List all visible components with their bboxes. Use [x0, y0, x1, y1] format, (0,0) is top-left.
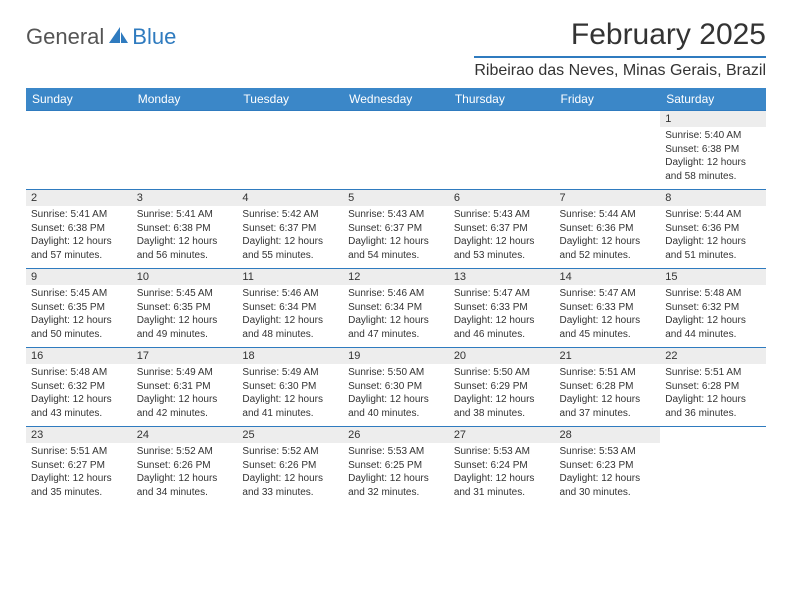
day-content-cell: Sunrise: 5:47 AMSunset: 6:33 PMDaylight:…: [555, 285, 661, 348]
day-number-cell: 17: [132, 348, 238, 364]
day-content-cell: Sunrise: 5:40 AMSunset: 6:38 PMDaylight:…: [660, 127, 766, 190]
day-content-row: Sunrise: 5:45 AMSunset: 6:35 PMDaylight:…: [26, 285, 766, 348]
day-number-cell: 20: [449, 348, 555, 364]
day-content-cell: Sunrise: 5:41 AMSunset: 6:38 PMDaylight:…: [26, 206, 132, 269]
day-content-cell: Sunrise: 5:51 AMSunset: 6:28 PMDaylight:…: [555, 364, 661, 427]
sail-icon: [108, 24, 130, 50]
brand-logo: General Blue: [26, 24, 176, 50]
day-number-row: 1: [26, 111, 766, 127]
header: General Blue February 2025 Ribeirao das …: [26, 18, 766, 80]
day-content-cell: [660, 443, 766, 505]
day-content-cell: Sunrise: 5:47 AMSunset: 6:33 PMDaylight:…: [449, 285, 555, 348]
day-number-row: 2345678: [26, 190, 766, 206]
day-content-cell: Sunrise: 5:52 AMSunset: 6:26 PMDaylight:…: [237, 443, 343, 505]
day-number-cell: 7: [555, 190, 661, 206]
day-number-cell: 4: [237, 190, 343, 206]
day-content-cell: Sunrise: 5:53 AMSunset: 6:23 PMDaylight:…: [555, 443, 661, 505]
day-number-cell: 8: [660, 190, 766, 206]
day-content-cell: Sunrise: 5:53 AMSunset: 6:24 PMDaylight:…: [449, 443, 555, 505]
day-number-cell: 15: [660, 269, 766, 285]
day-number-cell: [343, 111, 449, 127]
day-content-cell: Sunrise: 5:45 AMSunset: 6:35 PMDaylight:…: [132, 285, 238, 348]
day-number-cell: [449, 111, 555, 127]
day-number-cell: [26, 111, 132, 127]
day-content-row: Sunrise: 5:41 AMSunset: 6:38 PMDaylight:…: [26, 206, 766, 269]
day-content-cell: [555, 127, 661, 190]
day-header-cell: Thursday: [449, 88, 555, 111]
location-text: Ribeirao das Neves, Minas Gerais, Brazil: [474, 56, 766, 80]
day-header-cell: Tuesday: [237, 88, 343, 111]
day-number-cell: 12: [343, 269, 449, 285]
day-content-cell: [343, 127, 449, 190]
day-content-cell: Sunrise: 5:43 AMSunset: 6:37 PMDaylight:…: [449, 206, 555, 269]
day-number-cell: [660, 427, 766, 443]
day-number-cell: 22: [660, 348, 766, 364]
day-number-cell: 28: [555, 427, 661, 443]
day-number-cell: 6: [449, 190, 555, 206]
day-number-cell: 19: [343, 348, 449, 364]
day-content-cell: [449, 127, 555, 190]
day-number-cell: 3: [132, 190, 238, 206]
day-number-cell: 5: [343, 190, 449, 206]
day-number-cell: 13: [449, 269, 555, 285]
day-content-cell: Sunrise: 5:51 AMSunset: 6:28 PMDaylight:…: [660, 364, 766, 427]
day-content-cell: Sunrise: 5:53 AMSunset: 6:25 PMDaylight:…: [343, 443, 449, 505]
day-content-cell: Sunrise: 5:49 AMSunset: 6:30 PMDaylight:…: [237, 364, 343, 427]
brand-name-1: General: [26, 24, 104, 50]
day-content-cell: Sunrise: 5:49 AMSunset: 6:31 PMDaylight:…: [132, 364, 238, 427]
day-content-cell: Sunrise: 5:45 AMSunset: 6:35 PMDaylight:…: [26, 285, 132, 348]
day-header-cell: Saturday: [660, 88, 766, 111]
day-number-row: 9101112131415: [26, 269, 766, 285]
day-content-row: Sunrise: 5:40 AMSunset: 6:38 PMDaylight:…: [26, 127, 766, 190]
day-number-cell: 16: [26, 348, 132, 364]
day-number-cell: 24: [132, 427, 238, 443]
day-content-cell: Sunrise: 5:42 AMSunset: 6:37 PMDaylight:…: [237, 206, 343, 269]
day-content-cell: Sunrise: 5:51 AMSunset: 6:27 PMDaylight:…: [26, 443, 132, 505]
day-content-row: Sunrise: 5:51 AMSunset: 6:27 PMDaylight:…: [26, 443, 766, 505]
day-number-cell: 11: [237, 269, 343, 285]
day-content-cell: [26, 127, 132, 190]
day-number-cell: 26: [343, 427, 449, 443]
day-number-cell: 23: [26, 427, 132, 443]
day-content-cell: Sunrise: 5:44 AMSunset: 6:36 PMDaylight:…: [660, 206, 766, 269]
day-content-cell: Sunrise: 5:46 AMSunset: 6:34 PMDaylight:…: [237, 285, 343, 348]
day-content-cell: Sunrise: 5:48 AMSunset: 6:32 PMDaylight:…: [26, 364, 132, 427]
day-number-cell: 1: [660, 111, 766, 127]
day-number-cell: 14: [555, 269, 661, 285]
day-number-cell: 10: [132, 269, 238, 285]
day-number-cell: 2: [26, 190, 132, 206]
day-header-cell: Sunday: [26, 88, 132, 111]
day-content-cell: Sunrise: 5:44 AMSunset: 6:36 PMDaylight:…: [555, 206, 661, 269]
day-content-cell: Sunrise: 5:50 AMSunset: 6:30 PMDaylight:…: [343, 364, 449, 427]
day-content-cell: Sunrise: 5:41 AMSunset: 6:38 PMDaylight:…: [132, 206, 238, 269]
calendar-table: SundayMondayTuesdayWednesdayThursdayFrid…: [26, 88, 766, 505]
day-number-cell: 27: [449, 427, 555, 443]
day-header-row: SundayMondayTuesdayWednesdayThursdayFrid…: [26, 88, 766, 111]
day-content-cell: Sunrise: 5:50 AMSunset: 6:29 PMDaylight:…: [449, 364, 555, 427]
day-content-cell: [132, 127, 238, 190]
day-number-cell: 18: [237, 348, 343, 364]
day-number-cell: 9: [26, 269, 132, 285]
title-block: February 2025 Ribeirao das Neves, Minas …: [474, 18, 766, 80]
day-number-cell: [237, 111, 343, 127]
day-content-cell: Sunrise: 5:48 AMSunset: 6:32 PMDaylight:…: [660, 285, 766, 348]
day-content-cell: [237, 127, 343, 190]
day-number-row: 16171819202122: [26, 348, 766, 364]
day-number-cell: [132, 111, 238, 127]
day-content-cell: Sunrise: 5:46 AMSunset: 6:34 PMDaylight:…: [343, 285, 449, 348]
day-content-row: Sunrise: 5:48 AMSunset: 6:32 PMDaylight:…: [26, 364, 766, 427]
day-content-cell: Sunrise: 5:52 AMSunset: 6:26 PMDaylight:…: [132, 443, 238, 505]
month-title: February 2025: [474, 18, 766, 52]
day-header-cell: Monday: [132, 88, 238, 111]
day-number-cell: 25: [237, 427, 343, 443]
day-content-cell: Sunrise: 5:43 AMSunset: 6:37 PMDaylight:…: [343, 206, 449, 269]
brand-name-2: Blue: [132, 24, 176, 50]
day-header-cell: Wednesday: [343, 88, 449, 111]
day-number-cell: [555, 111, 661, 127]
day-header-cell: Friday: [555, 88, 661, 111]
day-number-row: 232425262728: [26, 427, 766, 443]
day-number-cell: 21: [555, 348, 661, 364]
